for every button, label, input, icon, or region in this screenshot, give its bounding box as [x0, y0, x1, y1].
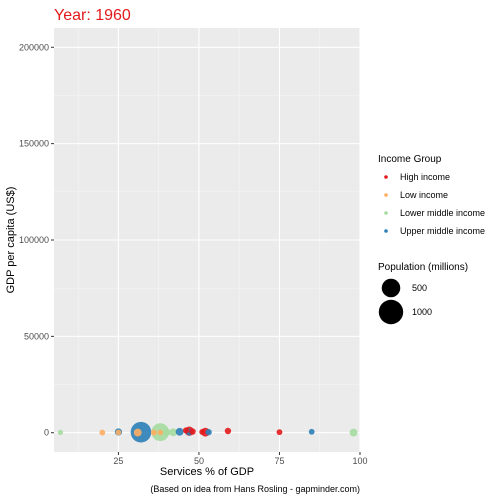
y-tick-label: 50000	[24, 331, 49, 341]
legend-income-items: High income Low income Lower middle income…	[384, 172, 485, 236]
x-tick-label: 75	[274, 456, 284, 466]
y-tick-label: 200000	[19, 42, 49, 52]
legend-swatch	[384, 211, 388, 215]
data-point	[157, 430, 163, 436]
data-point	[309, 429, 315, 435]
data-point	[176, 428, 184, 436]
y-axis: 0 50000 100000 150000 200000	[19, 42, 54, 437]
legend-label: Upper middle income	[400, 226, 485, 236]
legend-label: High income	[400, 172, 450, 182]
data-point	[151, 430, 157, 436]
caption: (Based on idea from Hans Rosling - gapmi…	[150, 484, 360, 494]
y-tick-label: 100000	[19, 235, 49, 245]
data-point	[277, 429, 283, 435]
legend-swatch	[384, 175, 388, 179]
x-tick-label: 100	[352, 456, 367, 466]
data-point	[58, 430, 63, 435]
legend-size-label: 1000	[412, 307, 432, 317]
legend-population-title: Population (millions)	[378, 262, 468, 273]
legend-size-label: 500	[412, 283, 427, 293]
y-axis-title: GDP per capita (US$)	[5, 187, 17, 294]
legend-income-title: Income Group	[378, 154, 442, 165]
legend-size-symbol	[382, 279, 401, 298]
data-point	[189, 428, 195, 434]
data-point	[134, 429, 142, 437]
y-tick-label: 150000	[19, 139, 49, 149]
data-point	[183, 427, 189, 433]
data-point	[350, 429, 358, 437]
data-point	[225, 428, 231, 434]
data-point	[116, 430, 122, 436]
legend-size-symbol	[379, 300, 403, 324]
legend-swatch	[384, 193, 388, 197]
legend-label: Low income	[400, 190, 448, 200]
data-point	[99, 430, 105, 436]
x-axis: 25 50 75 100	[113, 452, 367, 466]
legend-swatch	[384, 229, 388, 233]
legend-label: Lower middle income	[400, 208, 485, 218]
data-point	[163, 429, 170, 436]
y-tick-label: 0	[44, 428, 49, 438]
x-tick-label: 25	[113, 456, 123, 466]
legend-population-items: 500 1000	[379, 279, 432, 324]
legend: Income Group High income Low income Lower …	[378, 154, 485, 324]
x-tick-label: 50	[194, 456, 204, 466]
data-point	[199, 429, 205, 435]
data-point	[205, 429, 211, 435]
chart-title: Year: 1960	[54, 7, 131, 24]
x-axis-title: Services % of GDP	[160, 466, 254, 478]
